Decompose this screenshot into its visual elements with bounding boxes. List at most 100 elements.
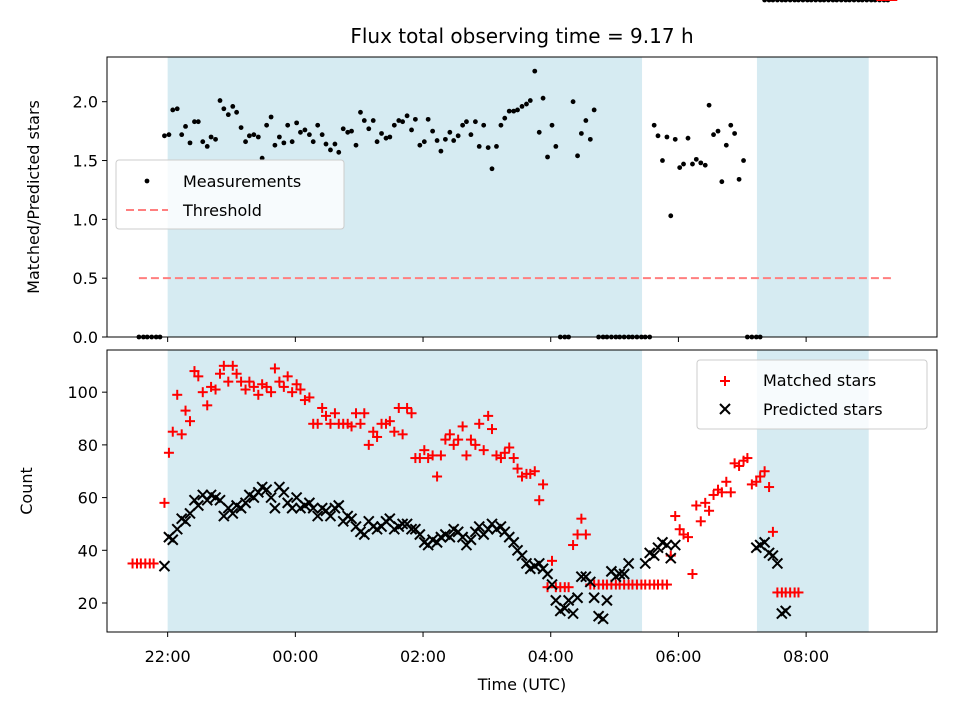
measurement-point [404,113,410,119]
predicted-point [188,494,201,506]
measurement-point [340,126,346,132]
predicted-point [179,515,192,528]
predicted-point [218,510,230,522]
measurement-point [400,119,406,125]
predicted-point-b [648,549,660,562]
predicted-point-b [405,523,418,535]
predicted-point [546,578,558,591]
matched-point [734,460,745,471]
measurement-point [246,133,252,139]
predicted-point-b [661,539,673,551]
measurement-point [285,122,291,128]
measurement-point [524,101,529,107]
counts-panel: 20 40 60 80 100 22:00 00:00 02:00 04:00 06:00 08:0… [17,0,938,666]
matched-point [266,387,277,398]
predicted-point-b [779,605,792,617]
y-tick-label: 1.0 [73,210,98,229]
predicted-point-b [158,560,171,572]
matched-point [317,402,328,413]
measurement-point [162,133,167,139]
predicted-point [597,613,609,625]
measurement-point [383,135,389,141]
measurement-point [578,131,584,136]
predicted-point [286,502,298,514]
predicted-point [333,499,345,512]
predicted-point-b [533,557,545,570]
matched-point [320,410,331,421]
matched-point [282,371,293,382]
axes-frame [106,56,938,338]
observing-window-1 [756,57,869,337]
measurement-point [472,119,478,125]
predicted-point-b [265,491,277,504]
measurement-point [174,106,180,112]
predicted-point [550,594,562,607]
predicted-point-b [469,526,482,538]
predicted-point [303,497,316,509]
predicted-point [562,594,575,607]
predicted-point-b [311,510,324,522]
measurement-point [264,122,270,128]
y-tick-label: 60 [78,489,98,508]
predicted-point-b [618,568,630,580]
predicted-point-b [613,568,626,580]
measurement-point [374,139,380,145]
measurement-point [706,102,712,108]
y-axis-label: Count [17,467,36,515]
matched-point [465,434,476,445]
measurement-point [294,120,300,126]
matched-point [432,471,443,482]
measurement-point [421,139,427,145]
predicted-point-b [520,557,533,570]
measurement-point [502,115,508,121]
matched-point [793,587,804,598]
measurement-point [195,119,201,125]
matched-point [486,424,497,435]
measurement-point [498,122,504,128]
matched-point [329,408,340,419]
predicted-point-b [550,594,562,607]
matched-point [440,434,451,445]
predicted-point-b [592,610,605,622]
predicted-point-b [669,539,681,551]
measurement-point [208,134,214,140]
matched-point [708,489,719,500]
y-tick-label: 0.0 [73,328,98,347]
predicted-point [622,557,635,570]
matched-point [359,408,370,419]
measurement-point [540,95,546,101]
matched-point [457,421,468,432]
measurement-point [323,141,329,147]
matched-point [384,416,395,427]
matched-point [580,529,591,540]
predicted-point-b [218,510,230,522]
measurement-point [766,0,772,3]
predicted-point [456,531,469,543]
measurement-point [723,142,729,148]
y-tick-label: 80 [78,436,98,455]
predicted-point-b [286,502,298,514]
y-tick-label: 100 [67,383,98,402]
predicted-point [252,486,265,499]
predicted-point [444,531,456,543]
predicted-point [473,520,485,533]
measurement-point [298,129,303,135]
measurement-point [711,132,716,138]
measurement-point [549,122,555,128]
predicted-point-b [167,534,179,546]
predicted-point-b [230,499,243,512]
y-tick-label: 0.5 [73,269,98,288]
matched-point [700,497,711,508]
chart-title: Flux total observing time = 9.17 h [350,24,693,48]
predicted-point [324,510,337,522]
predicted-point [158,560,171,572]
predicted-point-b [495,520,507,533]
measurement-point [464,119,469,125]
matched-point [406,408,417,419]
predicted-point [239,497,252,509]
predicted-point [465,534,477,546]
measurement-point [468,132,474,138]
predicted-point [669,539,681,551]
predicted-point [516,549,528,562]
x-tick-label: 22:00 [145,647,191,666]
